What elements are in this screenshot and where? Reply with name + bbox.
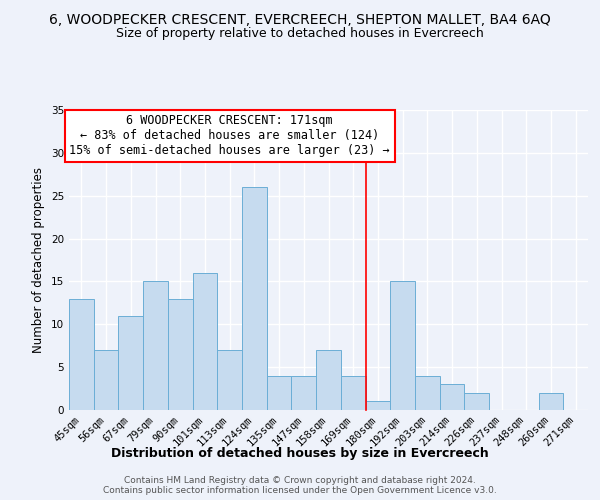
Text: 6, WOODPECKER CRESCENT, EVERCREECH, SHEPTON MALLET, BA4 6AQ: 6, WOODPECKER CRESCENT, EVERCREECH, SHEP… — [49, 12, 551, 26]
Bar — [143, 282, 168, 410]
Bar — [94, 350, 118, 410]
Text: Contains HM Land Registry data © Crown copyright and database right 2024.
Contai: Contains HM Land Registry data © Crown c… — [103, 476, 497, 495]
Bar — [464, 393, 489, 410]
Bar — [292, 376, 316, 410]
Bar — [539, 393, 563, 410]
Bar — [193, 273, 217, 410]
Bar — [69, 298, 94, 410]
Bar — [267, 376, 292, 410]
Text: Size of property relative to detached houses in Evercreech: Size of property relative to detached ho… — [116, 28, 484, 40]
Bar — [440, 384, 464, 410]
Y-axis label: Number of detached properties: Number of detached properties — [32, 167, 46, 353]
Bar — [316, 350, 341, 410]
Bar — [341, 376, 365, 410]
Bar — [390, 282, 415, 410]
Text: 6 WOODPECKER CRESCENT: 171sqm
← 83% of detached houses are smaller (124)
15% of : 6 WOODPECKER CRESCENT: 171sqm ← 83% of d… — [70, 114, 390, 158]
Bar — [168, 298, 193, 410]
Text: Distribution of detached houses by size in Evercreech: Distribution of detached houses by size … — [111, 448, 489, 460]
Bar — [415, 376, 440, 410]
Bar — [365, 402, 390, 410]
Bar — [217, 350, 242, 410]
Bar — [242, 187, 267, 410]
Bar — [118, 316, 143, 410]
